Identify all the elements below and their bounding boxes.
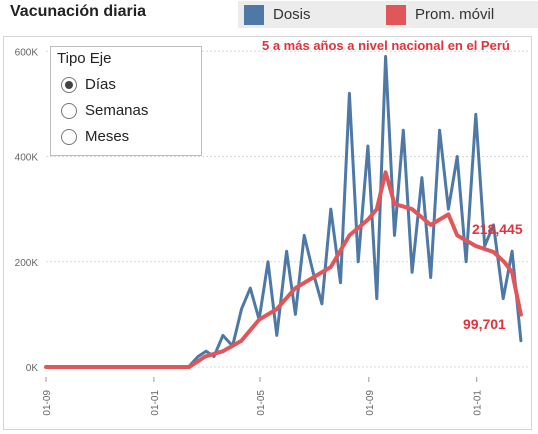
legend-swatch-prom-movil xyxy=(386,4,406,25)
x-tick-label: 01-01 xyxy=(150,390,161,416)
legend: Dosis Prom. móvil xyxy=(238,1,538,28)
legend-item-dosis[interactable]: Dosis xyxy=(244,1,311,28)
radio-label-dias: Días xyxy=(85,76,116,93)
series-line-dosis xyxy=(44,55,523,369)
radio-option-dias[interactable]: Días xyxy=(61,76,116,93)
legend-label-dosis: Dosis xyxy=(273,6,311,23)
x-tick-label: 01-09 xyxy=(365,390,376,416)
radio-button-semanas[interactable] xyxy=(61,102,77,119)
radio-button-meses[interactable] xyxy=(61,128,77,145)
x-tick-label: 01-05 xyxy=(256,390,267,416)
series-line-prom-movil xyxy=(44,170,523,369)
radio-selected-dot xyxy=(65,80,73,89)
x-tick-label: 01-01 xyxy=(473,390,484,416)
x-axis-ticks: 01-09 01-01 01-05 01-09 01-01 xyxy=(42,377,484,416)
legend-swatch-dosis xyxy=(244,4,264,25)
x-tick-label: 01-09 xyxy=(42,390,53,416)
radio-option-meses[interactable]: Meses xyxy=(61,128,129,145)
annotation-last-value: 99,701 xyxy=(463,316,506,332)
y-axis-ticks: 0K 200K 400K 600K xyxy=(15,47,39,374)
chart-title: Vacunación diaria xyxy=(10,3,147,20)
y-tick-label: 0K xyxy=(26,363,39,374)
radio-label-meses: Meses xyxy=(85,128,130,145)
chart-frame xyxy=(3,36,532,430)
radio-option-semanas[interactable]: Semanas xyxy=(61,102,148,119)
legend-label-prom-movil: Prom. móvil xyxy=(415,6,495,23)
chart-subtitle: 5 a más años a nivel nacional en el Perú xyxy=(262,38,510,53)
y-tick-label: 200K xyxy=(15,258,39,269)
axis-type-title: Tipo Eje xyxy=(57,50,112,67)
y-tick-label: 600K xyxy=(15,47,39,58)
legend-item-prom-movil[interactable]: Prom. móvil xyxy=(386,1,494,28)
axis-type-selector: Tipo Eje Días Semanas Meses xyxy=(50,46,202,156)
y-tick-label: 400K xyxy=(15,153,39,164)
annotation-moving-avg-peak: 218,445 xyxy=(472,221,523,237)
series-layer xyxy=(44,55,523,369)
radio-button-dias[interactable] xyxy=(61,76,77,93)
radio-label-semanas: Semanas xyxy=(85,102,149,119)
